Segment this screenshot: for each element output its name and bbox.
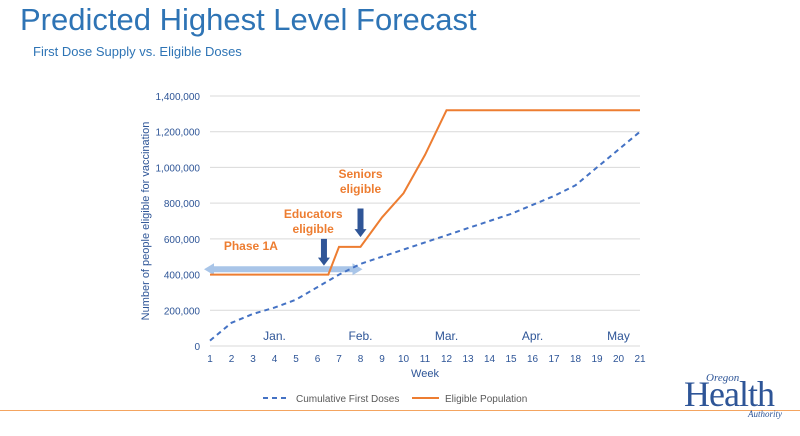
cumulative-first-doses-line bbox=[209, 130, 641, 342]
logo-bottom-text: Authority bbox=[748, 409, 782, 419]
bottom-divider bbox=[0, 410, 800, 411]
grid-lines bbox=[210, 95, 640, 347]
x-tick-label: 16 bbox=[527, 354, 539, 365]
month-label: May bbox=[607, 329, 630, 343]
x-tick-label: 9 bbox=[379, 354, 385, 365]
educators-label: eligible bbox=[293, 222, 335, 236]
month-label: Mar. bbox=[435, 329, 458, 343]
y-tick-labels: 0 200,000 400,000 600,000 800,000 1,000,000 1,… bbox=[156, 92, 201, 353]
x-tick-label: 10 bbox=[398, 354, 410, 365]
month-label: Jan. bbox=[263, 329, 286, 343]
phase-1a-label: Phase 1A bbox=[224, 239, 278, 253]
x-tick-label: 6 bbox=[315, 354, 321, 365]
x-tick-label: 18 bbox=[570, 354, 582, 365]
x-tick-label: 15 bbox=[505, 354, 517, 365]
series-lines bbox=[209, 109, 641, 342]
educators-arrow bbox=[317, 238, 330, 266]
x-tick-label: 11 bbox=[420, 354, 431, 365]
y-tick-label: 1,200,000 bbox=[156, 128, 201, 139]
educators-label: Educators bbox=[284, 207, 343, 221]
legend-label-eligible: Eligible Population bbox=[445, 394, 527, 405]
x-tick-label: 21 bbox=[634, 354, 646, 365]
page-title: Predicted Highest Level Forecast bbox=[20, 2, 477, 37]
x-tick-label: 8 bbox=[358, 354, 364, 365]
y-tick-label: 800,000 bbox=[164, 199, 201, 210]
seniors-arrow bbox=[354, 208, 367, 238]
eligible-population-line bbox=[210, 109, 640, 276]
x-tick-label: 5 bbox=[293, 354, 299, 365]
logo-top-text: Oregon bbox=[706, 372, 740, 384]
seniors-label: Seniors bbox=[338, 167, 382, 181]
y-tick-label: 0 bbox=[194, 342, 200, 353]
x-tick-label: 14 bbox=[484, 354, 496, 365]
chart-legend: Cumulative First Doses Eligible Populatio… bbox=[263, 394, 527, 405]
oha-logo: Oregon Health Authority bbox=[684, 372, 794, 420]
x-tick-label: 4 bbox=[272, 354, 278, 365]
x-tick-label: 12 bbox=[441, 354, 453, 365]
month-label: Feb. bbox=[348, 329, 372, 343]
y-tick-label: 600,000 bbox=[164, 235, 201, 246]
month-labels: Jan. Feb. Mar. Apr. May bbox=[263, 329, 630, 343]
x-axis-label: Week bbox=[411, 368, 439, 380]
y-axis-label: Number of people eligible for vaccinatio… bbox=[140, 122, 152, 321]
phase-1a-arrow bbox=[204, 263, 363, 276]
x-tick-label: 19 bbox=[591, 354, 603, 365]
x-tick-label: 20 bbox=[613, 354, 625, 365]
page-subtitle: First Dose Supply vs. Eligible Doses bbox=[33, 44, 242, 59]
x-tick-label: 13 bbox=[462, 354, 474, 365]
y-tick-label: 1,000,000 bbox=[156, 163, 201, 174]
y-tick-label: 200,000 bbox=[164, 306, 201, 317]
logo-main-text: Health bbox=[684, 374, 775, 414]
seniors-label: eligible bbox=[340, 182, 382, 196]
y-tick-label: 400,000 bbox=[164, 271, 201, 282]
legend-label-cumulative: Cumulative First Doses bbox=[296, 394, 399, 405]
x-tick-labels: 1 2 3 4 5 6 7 8 9 10 11 12 13 14 15 16 17 18 19 20 21 bbox=[207, 354, 646, 365]
x-tick-label: 1 bbox=[207, 354, 213, 365]
x-tick-label: 2 bbox=[229, 354, 235, 365]
x-tick-label: 3 bbox=[250, 354, 256, 365]
x-tick-label: 17 bbox=[548, 354, 560, 365]
phase-1a-annotation: Phase 1A bbox=[204, 239, 363, 276]
month-label: Apr. bbox=[522, 329, 543, 343]
x-tick-label: 7 bbox=[336, 354, 342, 365]
y-tick-label: 1,400,000 bbox=[156, 92, 201, 103]
